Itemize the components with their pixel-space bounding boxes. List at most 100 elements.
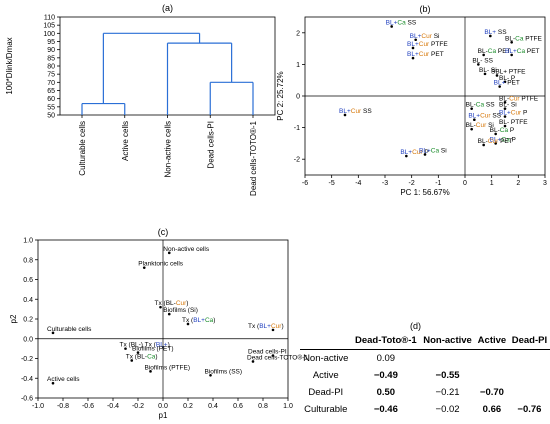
label-part: Cur — [421, 33, 432, 40]
point-label: BL+Cur PET — [407, 51, 444, 58]
row-label: Culturable — [304, 404, 348, 415]
label-part: Ca — [488, 48, 497, 55]
label-part: Ca — [515, 35, 524, 42]
point-label: BL- P — [499, 75, 515, 82]
y-tick-label: 65 — [47, 88, 55, 95]
label-part: Cur — [419, 41, 430, 48]
label-part: Si — [432, 33, 440, 40]
data-point — [510, 53, 513, 57]
point-label: BL-Ca PTFE — [505, 35, 543, 42]
y-tick-label: 100 — [43, 31, 55, 38]
label-part: BL+ — [407, 41, 419, 48]
label-part: -1 — [302, 354, 308, 361]
data-point — [503, 101, 507, 104]
point-label: Tx (BL+Ca) — [182, 317, 215, 324]
label-part: ) — [155, 353, 157, 360]
label-part: ) — [168, 342, 170, 349]
point-label: BL+Cur P — [400, 149, 428, 156]
label-part: Cur — [412, 149, 423, 156]
label-part: Ca — [517, 48, 526, 55]
x-axis-label: PC 1: 56.67% — [400, 188, 449, 197]
table-row: Active −0.49 −0.55 — [300, 367, 550, 384]
y-tick-label: 2 — [296, 30, 300, 37]
point-label: BL-Ca PET — [478, 48, 511, 55]
point-label: Biofilms (SS) — [205, 368, 243, 375]
label-part: PTFE — [507, 68, 526, 75]
row-label: Dead-PI — [308, 387, 344, 398]
x-tick-label: -5 — [329, 180, 335, 187]
data-point — [159, 305, 162, 309]
data-point — [482, 143, 485, 147]
label-part: BL+ — [505, 48, 517, 55]
data-point — [149, 370, 152, 373]
y-tick-label: 110 — [44, 15, 55, 22]
label-part: Ca — [500, 127, 509, 134]
x-tick-label: 3 — [543, 180, 547, 187]
label-part: P — [423, 149, 429, 156]
data-point — [482, 53, 485, 57]
label-part: Ca — [476, 102, 485, 109]
label-part: BL+ — [494, 80, 506, 87]
point-label: Biofilms (PET) — [132, 346, 174, 353]
y-tick-label: 0.6 — [23, 277, 33, 284]
label-part: P — [521, 110, 527, 117]
point-label: BL-Ca SS — [466, 102, 496, 109]
y-tick-label: 95 — [47, 39, 55, 46]
point-label: Biofilms (PTFE) — [145, 364, 191, 371]
label-part: Tx (BL-) Tx ( — [120, 342, 157, 349]
point-label: Biofilms (Si) — [163, 307, 198, 314]
data-point — [51, 331, 55, 335]
correlation-table: Dead-Toto®-1 Non-active Active Dead-PI Non-… — [300, 332, 550, 418]
label-part: BL- — [472, 57, 482, 64]
point-label: Tx (BL-Cur) — [155, 300, 189, 307]
point-label: SBL+ PTFE — [491, 68, 526, 75]
table-cell: −0.70 — [479, 387, 504, 398]
point-label: BL-Cur PTFE — [499, 95, 539, 102]
table-panel-label: (d) — [410, 321, 421, 331]
table-row: Dead-PI 0.50 −0.21 −0.70 — [300, 384, 550, 401]
label-part: Cur — [176, 300, 187, 307]
y-tick-label: 70 — [47, 80, 55, 87]
label-part: Dead cells-PI — [248, 349, 287, 356]
label-part: Si — [439, 147, 447, 154]
table-cell: 0.66 — [482, 404, 502, 415]
y-axis-label: 100*Dlink/Dmax — [5, 37, 14, 94]
point-label: BL+Ca Si — [419, 147, 447, 154]
point-label: Active cells — [47, 376, 80, 383]
label-part: SS — [361, 108, 372, 115]
label-part: P — [510, 136, 516, 143]
data-point — [251, 360, 255, 363]
column-header — [300, 332, 352, 350]
x-tick-label: 1.0 — [283, 403, 293, 410]
label-part: PET — [498, 138, 512, 145]
table-cell: 0.50 — [376, 387, 396, 398]
table-header-row: Dead-Toto®-1 Non-active Active Dead-PI — [300, 332, 550, 350]
point-label: BL+Cur Si — [410, 33, 440, 40]
label-part: Cur — [271, 323, 282, 330]
data-point — [473, 118, 476, 121]
point-label: Culturable cells — [47, 326, 92, 333]
data-point — [411, 46, 415, 50]
data-point — [405, 154, 408, 158]
x-tick-label: -0.2 — [132, 403, 144, 410]
label-part: Biofilms (PTFE) — [145, 364, 191, 371]
leaf-label: Dead cells-TOTO®-1 — [249, 120, 258, 196]
row-label: Non-active — [303, 353, 349, 364]
label-part: Planktonic cells — [138, 261, 184, 268]
label-part: ) — [186, 300, 188, 307]
data-point — [489, 34, 492, 38]
panel-label: (b) — [420, 4, 431, 14]
label-part: BL- — [466, 102, 476, 109]
label-part: Culturable cells — [47, 326, 92, 333]
y-tick-label: 105 — [43, 23, 55, 30]
point-label: Tx (BL-Ca) — [126, 353, 158, 360]
label-part: BL+ — [386, 19, 398, 26]
label-part: Dead cells-TOTO — [247, 354, 297, 361]
label-part: P — [508, 127, 514, 134]
data-point — [136, 351, 140, 354]
table-cell: −0.76 — [517, 404, 542, 415]
label-part: Ca — [397, 19, 406, 26]
label-part: PTFE — [520, 95, 539, 102]
x-tick-label: -3 — [382, 180, 388, 187]
